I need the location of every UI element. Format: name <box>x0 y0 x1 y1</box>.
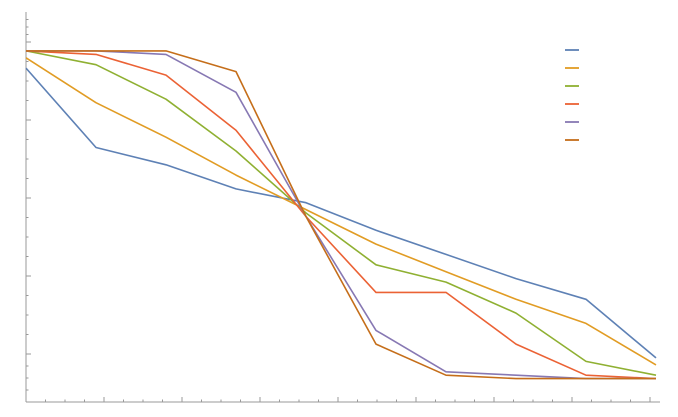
series-line-1 <box>25 67 657 359</box>
series-line-2 <box>25 57 657 366</box>
series-line-5 <box>26 50 656 380</box>
series-line-4 <box>25 50 657 380</box>
series-line-3 <box>25 50 657 376</box>
series-layer <box>25 50 657 380</box>
series-line-6 <box>26 50 656 380</box>
legend <box>565 49 579 141</box>
axes <box>25 12 660 403</box>
